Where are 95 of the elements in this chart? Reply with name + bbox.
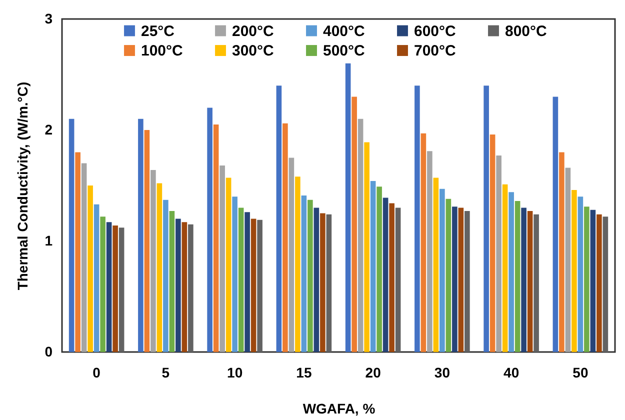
bar [106,222,112,352]
bar [572,190,577,352]
bar [358,118,364,352]
bar [138,118,144,352]
bar [188,224,194,352]
bar [81,163,87,352]
x-tick-label: 50 [572,364,588,380]
bar [596,214,602,352]
bar [238,208,244,352]
bar [244,212,250,352]
bar [182,222,188,352]
bar [169,211,175,352]
bar [250,218,256,352]
x-tick-label: 5 [162,364,170,380]
bar [496,156,502,352]
bar [382,198,388,352]
bar [308,200,313,352]
legend-label: 100°C [141,42,184,60]
bar [118,228,124,352]
bar [88,186,93,352]
bar [464,211,470,352]
bar [94,204,100,352]
y-tick-label: 1 [44,232,53,248]
bar [232,196,238,352]
bar [257,220,262,352]
legend-label: 600°C [414,22,456,40]
bar [207,108,212,352]
bar [584,206,590,352]
bar [590,210,596,352]
bar [213,124,219,352]
bar [75,152,80,352]
bar [163,200,168,352]
bar [156,183,162,352]
bar [395,208,401,352]
bar [326,214,332,352]
legend-label: 500°C [323,42,366,60]
bar [176,218,181,352]
y-tick-label: 3 [44,10,53,26]
bar [427,151,432,352]
x-tick-label: 15 [296,364,312,380]
bar [452,206,458,352]
legend-label: 25°C [141,22,175,40]
bar [414,86,420,352]
bar [521,208,526,352]
bar [150,170,156,352]
bar [220,166,225,352]
bar [420,133,426,352]
bar [370,181,376,352]
legend-label: 800°C [505,22,548,40]
bar [440,188,445,352]
bar [288,158,294,352]
bar [502,184,508,352]
bar [559,152,564,352]
bar [112,225,118,352]
bar [458,208,464,352]
bar [389,203,394,352]
bar [295,176,300,352]
x-tick-label: 40 [504,364,520,380]
y-tick-label: 0 [44,344,53,360]
x-tick-label: 20 [365,364,382,380]
bar [446,198,452,352]
x-axis-title: WGAFA, % [302,400,376,416]
legend-label: 400°C [323,22,366,40]
bar [514,201,520,352]
bar [376,186,382,352]
bar [282,123,288,352]
bar [490,134,496,352]
legend-label: 200°C [232,22,274,40]
bar [565,168,571,352]
x-tick-label: 10 [227,364,243,380]
x-tick-label: 30 [434,364,450,380]
bar [352,96,357,352]
bar [508,192,514,352]
bar [433,178,439,352]
bar [226,178,232,352]
bar [320,213,326,352]
y-tick-label: 2 [44,122,53,138]
bar [578,196,584,352]
bar [364,142,370,352]
bar [276,86,282,352]
bar [345,63,351,352]
x-tick-label: 0 [92,364,101,380]
legend-label: 300°C [232,42,274,60]
bar [602,216,608,352]
bar [527,211,533,352]
y-axis-title: Thermal Conductivity, (W/m.°C) [14,82,31,290]
bar [484,86,489,352]
bar [144,130,150,352]
bar [100,216,106,352]
bar [301,195,307,352]
bar [68,118,74,352]
bar [314,208,320,352]
legend-label: 700°C [414,42,456,60]
bar [534,214,539,352]
bar [552,96,558,352]
